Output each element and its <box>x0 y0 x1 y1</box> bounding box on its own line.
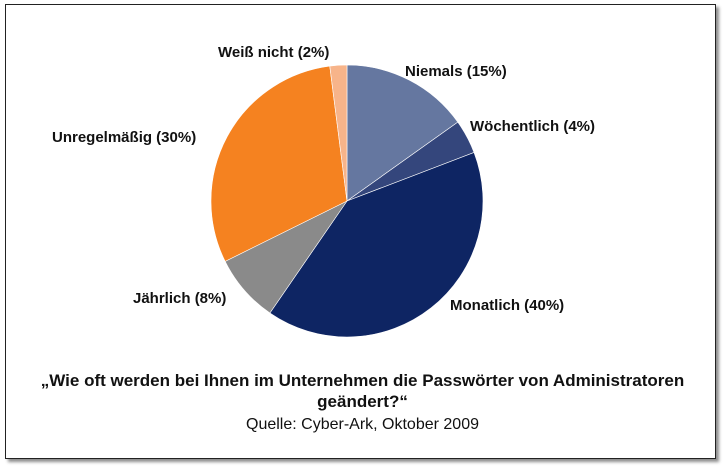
pie-slices <box>210 64 484 338</box>
slice-niemals <box>346 64 459 202</box>
label-weiss-nicht: Weiß nicht (2%) <box>218 44 329 61</box>
label-monatlich: Monatlich (40%) <box>450 297 564 314</box>
slice-weiss-nicht <box>329 64 348 202</box>
label-jaehrlich: Jährlich (8%) <box>133 290 226 307</box>
label-woechentlich: Wöchentlich (4%) <box>470 118 595 135</box>
chart-source: Quelle: Cyber-Ark, Oktober 2009 <box>246 416 479 433</box>
slice-unregelmaessig <box>210 65 348 262</box>
chart-title: „Wie oft werden bei Ihnen im Unternehmen… <box>40 371 685 411</box>
pie-labels: Niemals (15%) Wöchentlich (4%) Monatlich… <box>52 44 595 314</box>
caption: „Wie oft werden bei Ihnen im Unternehmen… <box>0 370 725 436</box>
slice-monatlich <box>269 152 484 338</box>
label-unregelmaessig: Unregelmäßig (30%) <box>52 129 196 146</box>
label-niemals: Niemals (15%) <box>405 63 507 80</box>
